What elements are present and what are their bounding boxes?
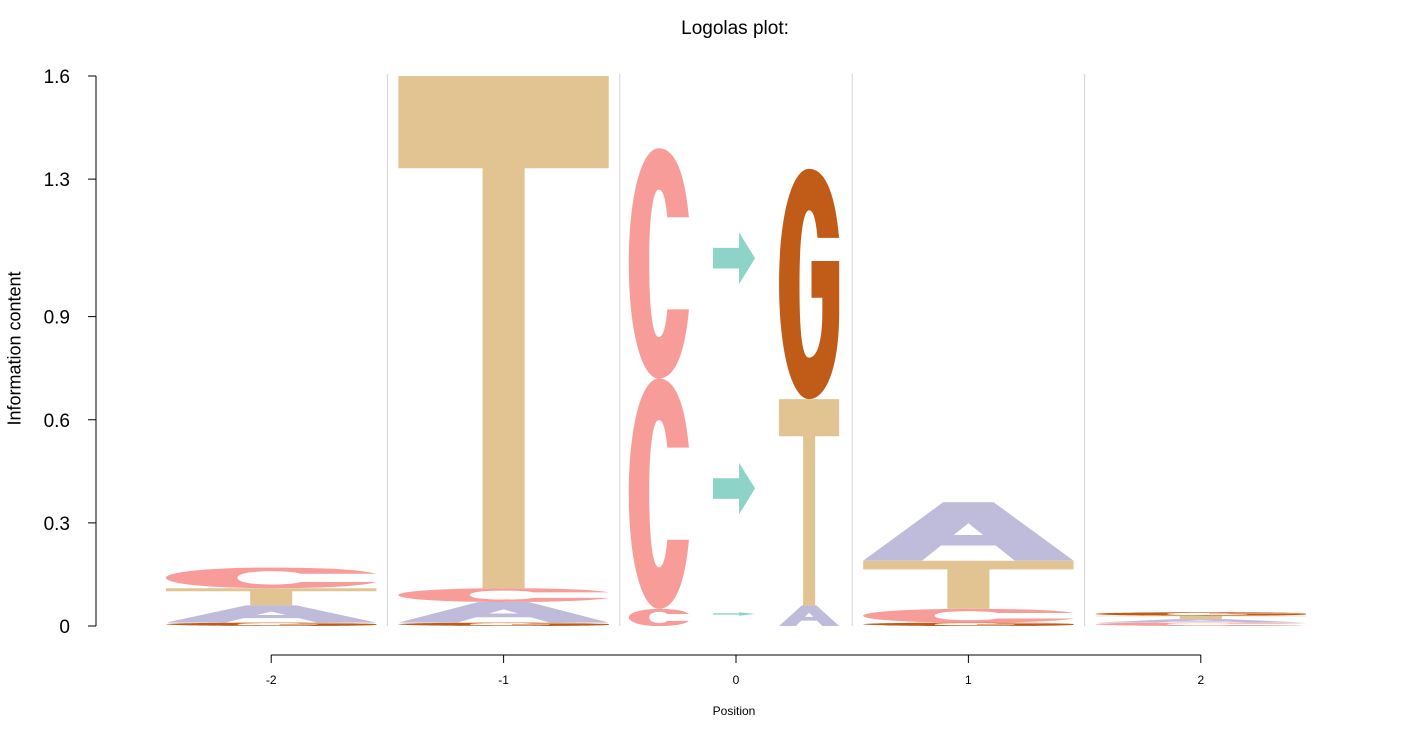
letter-A-mark	[398, 601, 609, 623]
chart-title: Logolas plot:	[681, 18, 789, 39]
y-tick-label: 1.3	[44, 170, 70, 191]
methylation-arrow-mark	[712, 462, 756, 515]
letter-T-mark	[863, 560, 1074, 609]
letter-T-mark	[166, 588, 377, 606]
column-separators	[386, 74, 1086, 626]
x-tick-label: 0	[733, 673, 740, 687]
methylation-arrow-mark	[712, 232, 756, 284]
logo-letters	[166, 76, 1306, 626]
y-tick-label: 1.6	[44, 67, 70, 88]
x-axis-label: Position	[712, 704, 756, 718]
x-tick-label: -1	[498, 673, 509, 687]
letter-A-mark	[779, 605, 840, 626]
x-tick-label: -2	[266, 673, 277, 687]
letter-C-mark	[398, 588, 609, 602]
letter-C-mark	[1095, 622, 1306, 626]
y-tick-label: 0.9	[44, 308, 70, 329]
letter-T-mark	[779, 399, 840, 606]
letter-A-mark	[166, 605, 377, 623]
letter-C-mark	[166, 567, 377, 589]
y-axis-label: Information content	[4, 271, 25, 426]
x-axis: -2 -1 0 1 2	[266, 654, 1204, 687]
y-tick-label: 0.3	[44, 514, 70, 535]
letter-T-mark	[398, 76, 609, 589]
letter-C-mark	[628, 608, 689, 626]
letter-G-mark	[398, 622, 609, 626]
y-tick-label: 0	[59, 617, 70, 638]
x-tick-label: 2	[1197, 673, 1204, 687]
letter-G-mark	[166, 622, 377, 626]
y-axis: 0 0.3 0.6 0.9 1.3 1.6	[44, 67, 97, 638]
letter-G-mark	[863, 622, 1074, 626]
letter-G-mark	[1095, 612, 1306, 616]
letter-T-mark	[1095, 615, 1306, 620]
letter-C-mark	[628, 148, 689, 379]
letter-C-mark	[628, 378, 689, 609]
methylation-arrow-mark	[712, 612, 756, 616]
y-tick-label: 0.6	[44, 411, 70, 432]
x-tick-label: 1	[965, 673, 972, 687]
letter-C-mark	[863, 608, 1074, 623]
letter-A-mark	[863, 502, 1074, 561]
letter-A-mark	[1095, 619, 1306, 623]
letter-G-mark	[779, 168, 840, 400]
